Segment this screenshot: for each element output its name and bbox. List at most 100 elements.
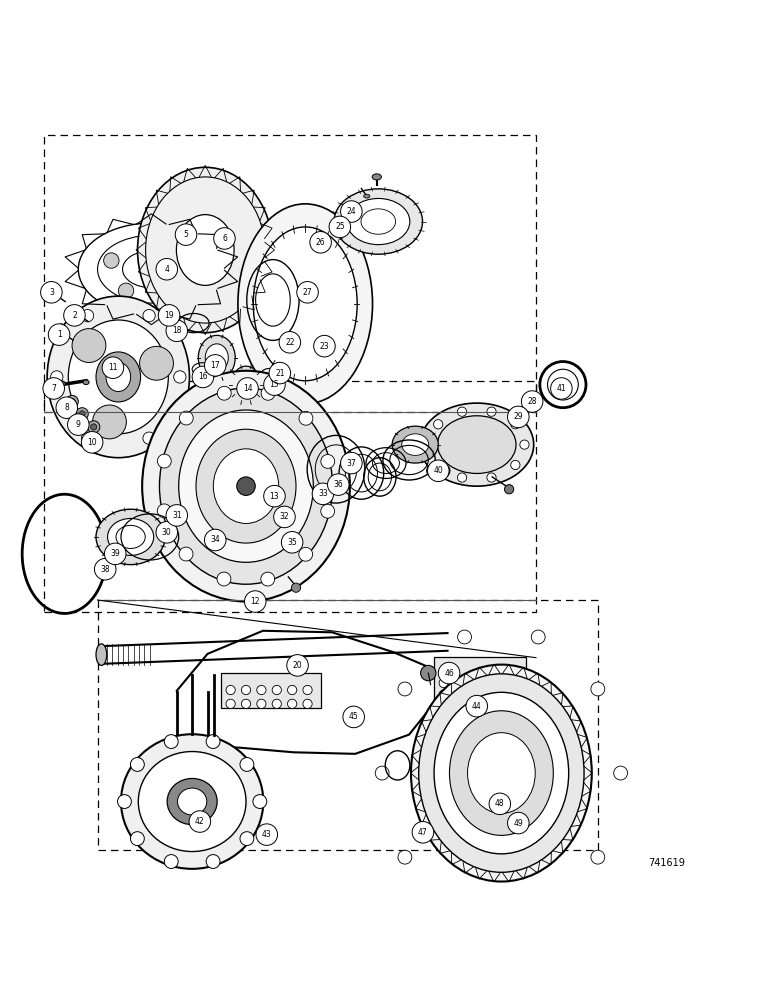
Ellipse shape (121, 734, 263, 869)
Circle shape (321, 455, 335, 468)
Circle shape (614, 766, 628, 780)
Circle shape (466, 690, 476, 699)
Text: 13: 13 (269, 492, 279, 501)
Ellipse shape (196, 429, 296, 543)
Circle shape (237, 378, 259, 399)
Circle shape (269, 362, 290, 384)
Circle shape (226, 685, 235, 695)
Text: 4: 4 (164, 265, 169, 274)
Circle shape (487, 473, 496, 482)
Ellipse shape (364, 194, 370, 198)
Text: 27: 27 (303, 288, 313, 297)
Bar (434, 657, 526, 702)
Circle shape (43, 378, 65, 399)
Ellipse shape (420, 403, 533, 486)
Text: 49: 49 (513, 819, 523, 828)
Circle shape (466, 695, 488, 717)
Circle shape (81, 432, 93, 444)
Text: 9: 9 (76, 420, 81, 429)
Circle shape (93, 405, 127, 439)
Text: 37: 37 (347, 459, 356, 468)
Text: 5: 5 (184, 230, 188, 239)
Ellipse shape (138, 752, 246, 852)
Circle shape (489, 793, 510, 815)
Circle shape (103, 253, 119, 268)
Circle shape (130, 832, 144, 846)
Circle shape (72, 329, 106, 362)
Circle shape (421, 665, 436, 681)
Circle shape (214, 228, 235, 249)
Circle shape (412, 822, 434, 843)
Circle shape (303, 699, 312, 708)
Circle shape (69, 398, 75, 405)
Ellipse shape (178, 410, 313, 562)
Ellipse shape (178, 788, 207, 815)
Text: 15: 15 (269, 380, 279, 389)
Ellipse shape (58, 381, 66, 387)
Circle shape (452, 678, 462, 688)
Circle shape (273, 699, 281, 708)
Circle shape (66, 395, 78, 408)
Circle shape (591, 682, 604, 696)
Text: 18: 18 (172, 326, 181, 335)
Text: 23: 23 (320, 342, 330, 351)
Circle shape (218, 386, 231, 400)
Circle shape (480, 678, 489, 688)
Text: 43: 43 (262, 830, 272, 839)
Text: 741619: 741619 (648, 858, 686, 868)
Circle shape (51, 371, 63, 383)
Text: 31: 31 (172, 511, 181, 520)
Circle shape (189, 811, 211, 832)
Circle shape (94, 558, 116, 580)
Circle shape (49, 324, 69, 345)
Ellipse shape (47, 296, 189, 458)
Text: 25: 25 (335, 222, 344, 231)
Text: 45: 45 (349, 712, 358, 721)
Ellipse shape (68, 320, 168, 434)
Circle shape (118, 283, 134, 298)
Circle shape (313, 335, 335, 357)
Circle shape (274, 506, 295, 528)
Circle shape (506, 690, 515, 699)
Circle shape (164, 855, 178, 868)
Circle shape (205, 529, 226, 551)
Ellipse shape (347, 198, 410, 245)
Circle shape (428, 460, 449, 482)
Circle shape (102, 357, 124, 378)
Circle shape (72, 305, 81, 315)
Circle shape (521, 391, 543, 412)
Text: 21: 21 (275, 369, 285, 378)
Circle shape (79, 411, 85, 417)
Circle shape (466, 678, 476, 688)
Text: 40: 40 (433, 466, 443, 475)
Circle shape (87, 421, 100, 433)
Text: 10: 10 (87, 438, 97, 447)
Circle shape (261, 386, 275, 400)
Circle shape (434, 420, 443, 429)
Circle shape (57, 324, 66, 333)
Circle shape (287, 685, 296, 695)
Ellipse shape (96, 509, 165, 565)
Circle shape (493, 690, 502, 699)
Text: 44: 44 (472, 702, 482, 711)
Circle shape (438, 662, 460, 684)
Circle shape (205, 355, 226, 376)
Circle shape (296, 282, 318, 303)
Circle shape (511, 420, 520, 429)
Circle shape (253, 795, 267, 808)
Circle shape (156, 258, 178, 280)
Circle shape (327, 474, 349, 495)
Ellipse shape (106, 362, 130, 392)
Circle shape (166, 505, 188, 526)
Circle shape (56, 397, 77, 418)
Ellipse shape (334, 189, 422, 254)
Circle shape (237, 477, 256, 495)
Circle shape (286, 655, 308, 676)
Circle shape (279, 332, 300, 353)
Circle shape (287, 699, 296, 708)
Ellipse shape (438, 416, 516, 473)
Circle shape (157, 504, 171, 518)
Ellipse shape (449, 711, 554, 835)
Text: 14: 14 (242, 384, 252, 393)
Circle shape (273, 685, 281, 695)
